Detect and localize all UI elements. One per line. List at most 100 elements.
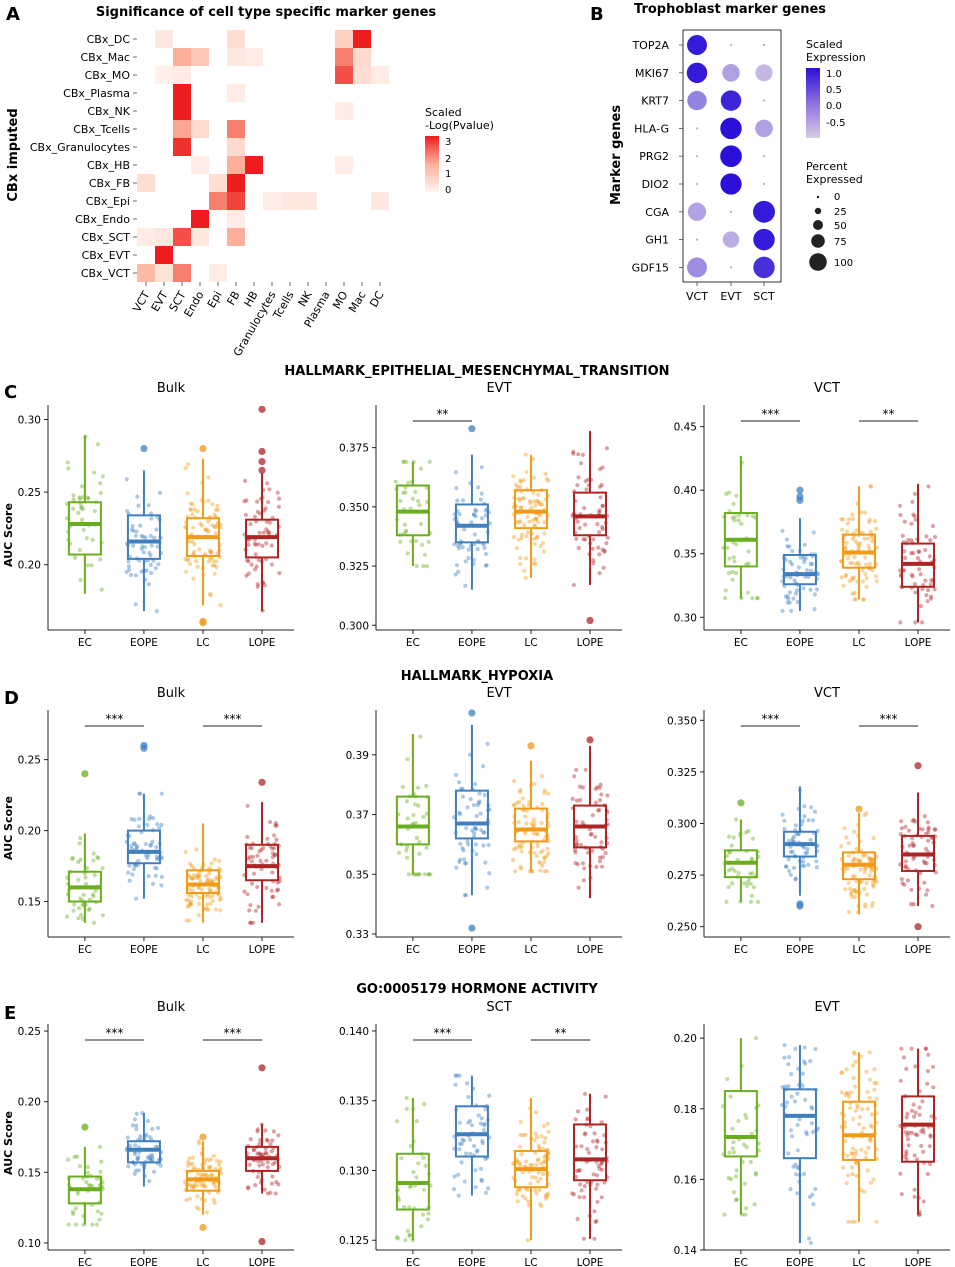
jitter-point [209,861,214,866]
x-tick-label: EC [78,637,92,649]
jitter-point [867,1050,872,1055]
jitter-point [543,1136,548,1141]
jitter-point [523,452,528,457]
jitter-point [411,813,416,818]
jitter-point [135,494,140,499]
jitter-point [536,1143,541,1148]
jitter-point [852,888,857,893]
jitter-point [77,841,82,846]
jitter-point [574,842,579,847]
jitter-point [589,831,594,837]
significance-label: ** [436,407,448,421]
panel-e-y-axis-title: AUC Score [2,1111,15,1175]
jitter-point [263,1128,268,1133]
jitter-point [92,470,97,475]
jitter-point [193,559,199,564]
jitter-point [91,858,96,863]
jitter-point [190,875,195,881]
jitter-point [803,1061,808,1066]
jitter-point [152,865,157,870]
jitter-point [479,827,484,833]
jitter-point [463,559,468,564]
jitter-point [154,845,159,850]
jitter-point [404,1095,409,1100]
x-tick-label: LC [196,1257,209,1267]
heatmap-col-label: Mac [346,289,368,315]
jitter-point [813,1186,818,1192]
jitter-point [255,584,260,589]
jitter-point [269,543,274,548]
dotplot-pct-legend-tick: 0 [834,192,840,203]
jitter-point [274,837,279,842]
jitter-point [216,1162,221,1167]
jitter-point [734,493,739,498]
jitter-point [208,550,213,555]
jitter-point [597,508,602,513]
jitter-point [812,809,818,814]
jitter-point [255,1129,260,1134]
jitter-point [479,491,484,496]
jitter-point [755,899,761,905]
jitter-point [730,1146,735,1151]
jitter-point [590,848,595,854]
jitter-point [544,476,550,481]
jitter-point [787,1054,792,1060]
jitter-point [188,507,194,512]
jitter-point [521,803,526,808]
jitter-point [276,1182,281,1187]
jitter-point [599,792,604,797]
jitter-point [746,549,751,554]
jitter-point [539,821,544,826]
jitter-point [187,874,192,879]
jitter-point [204,1173,209,1178]
jitter-point [487,1093,492,1098]
jitter-point [403,530,408,535]
jitter-point [144,568,149,573]
jitter-point [845,556,851,561]
jitter-point [522,568,527,573]
jitter-point [913,620,918,625]
jitter-point [154,854,159,859]
jitter-point [805,568,810,573]
jitter-point [218,1159,223,1164]
jitter-point [596,808,601,813]
jitter-point [527,519,532,525]
jitter-point [902,549,907,554]
jitter-point [394,1235,399,1240]
dotplot-gene-label: TOP2A [631,39,669,52]
jitter-point [524,1159,529,1164]
jitter-point [529,505,534,510]
box [454,789,489,840]
subplot-title: Bulk [157,381,186,396]
dotplot-dot [729,210,733,213]
jitter-point [475,802,480,808]
jitter-point [65,460,70,465]
dotplot-col-label: SCT [753,290,775,303]
jitter-point [850,591,855,596]
jitter-point [873,574,879,579]
jitter-point [933,534,938,540]
jitter-point [907,843,912,848]
jitter-point [206,559,211,564]
jitter-point [591,561,596,566]
jitter-point [190,512,195,517]
y-tick-label: 0.37 [346,810,369,822]
jitter-point [519,849,524,854]
jitter-point [592,1236,597,1241]
jitter-point [72,555,78,560]
jitter-point [204,874,209,879]
jitter-point [185,491,190,496]
jitter-point [574,819,579,824]
jitter-point [209,878,214,883]
jitter-point [575,483,580,488]
jitter-point [471,803,476,808]
jitter-point [406,872,411,877]
jitter-point [746,828,751,834]
jitter-point [864,880,869,886]
jitter-point [913,819,918,824]
jitter-point [261,530,266,535]
significance-label: ** [555,1026,567,1040]
jitter-point [270,854,275,860]
jitter-point [925,599,930,604]
jitter-point [132,841,137,846]
